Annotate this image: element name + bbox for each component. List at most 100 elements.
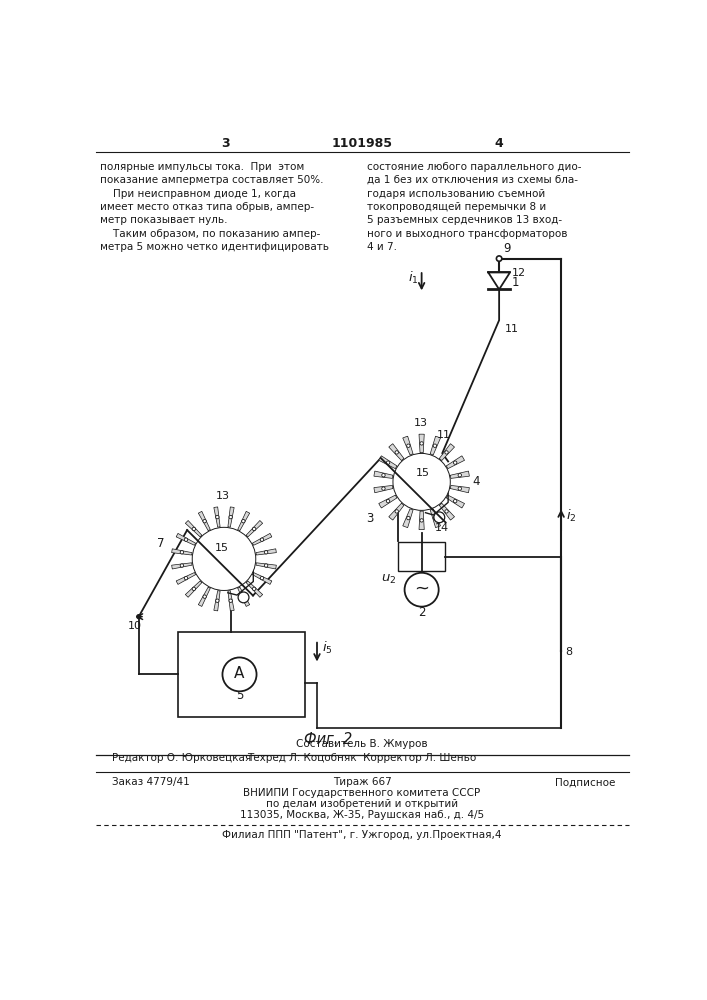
Polygon shape — [185, 521, 202, 537]
Polygon shape — [252, 533, 271, 545]
Polygon shape — [199, 587, 210, 606]
Polygon shape — [238, 587, 250, 606]
Text: Техред Л. Коцобняк  Корректор Л. Шеньо: Техред Л. Коцобняк Корректор Л. Шеньо — [247, 753, 477, 763]
Circle shape — [420, 442, 423, 445]
Text: Филиал ППП "Патент", г. Ужгород, ул.Проектная,4: Филиал ППП "Патент", г. Ужгород, ул.Прое… — [222, 830, 502, 840]
Text: Заказ 4779/41: Заказ 4779/41 — [112, 777, 189, 787]
Circle shape — [252, 527, 256, 531]
Text: Подписное: Подписное — [555, 777, 615, 787]
Circle shape — [238, 592, 249, 603]
Polygon shape — [450, 485, 469, 493]
Text: да 1 без их отключения из схемы бла-: да 1 без их отключения из схемы бла- — [368, 175, 578, 185]
Text: полярные импульсы тока.  При  этом: полярные импульсы тока. При этом — [100, 162, 304, 172]
Circle shape — [434, 512, 445, 523]
Circle shape — [242, 519, 245, 523]
Circle shape — [458, 474, 462, 477]
Polygon shape — [252, 573, 271, 584]
Circle shape — [382, 487, 385, 490]
Polygon shape — [489, 272, 510, 289]
Text: Тираж 667: Тираж 667 — [332, 777, 392, 787]
Circle shape — [192, 527, 196, 531]
Circle shape — [496, 256, 502, 261]
Circle shape — [229, 599, 233, 602]
Circle shape — [393, 453, 450, 510]
Polygon shape — [419, 511, 424, 530]
Polygon shape — [374, 471, 393, 478]
Circle shape — [433, 444, 437, 447]
Circle shape — [203, 595, 206, 598]
Text: 1: 1 — [512, 276, 519, 289]
Bar — [398, 542, 445, 571]
Circle shape — [229, 515, 233, 519]
Text: состояние любого параллельного дио-: состояние любого параллельного дио- — [368, 162, 582, 172]
Circle shape — [192, 587, 196, 591]
Circle shape — [445, 510, 448, 513]
Polygon shape — [185, 581, 202, 597]
Text: $i_2$: $i_2$ — [566, 508, 576, 524]
Text: 3: 3 — [221, 137, 230, 150]
Text: $i_5$: $i_5$ — [322, 640, 332, 656]
Text: показание амперметра составляет 50%.: показание амперметра составляет 50%. — [100, 175, 324, 185]
Circle shape — [192, 527, 256, 590]
Circle shape — [260, 576, 264, 580]
Polygon shape — [403, 436, 413, 455]
Text: ного и выходного трансформаторов: ного и выходного трансформаторов — [368, 229, 568, 239]
Polygon shape — [176, 533, 196, 545]
Text: 4: 4 — [495, 137, 503, 150]
Polygon shape — [389, 503, 404, 520]
Polygon shape — [403, 509, 413, 528]
Polygon shape — [446, 495, 464, 508]
Text: 11: 11 — [506, 324, 520, 334]
Text: 11: 11 — [436, 430, 450, 440]
Polygon shape — [439, 503, 455, 520]
Text: $u_2$: $u_2$ — [381, 573, 397, 586]
Text: 3: 3 — [366, 512, 373, 525]
Text: 4 и 7.: 4 и 7. — [368, 242, 397, 252]
Polygon shape — [246, 581, 262, 597]
Polygon shape — [450, 471, 469, 478]
Polygon shape — [430, 509, 440, 528]
Text: 8: 8 — [565, 647, 572, 657]
Circle shape — [386, 499, 390, 503]
Polygon shape — [214, 507, 220, 527]
Text: 13: 13 — [414, 418, 428, 428]
Text: 9: 9 — [503, 242, 510, 255]
Circle shape — [433, 516, 437, 520]
Circle shape — [185, 576, 188, 580]
Text: по делам изобретений и открытий: по делам изобретений и открытий — [266, 799, 458, 809]
Circle shape — [458, 487, 462, 490]
Text: Редактор О. Юрковецкая: Редактор О. Юрковецкая — [112, 753, 251, 763]
Text: Фиг. 2: Фиг. 2 — [305, 732, 353, 747]
Text: метр показывает нуль.: метр показывает нуль. — [100, 215, 228, 225]
Circle shape — [420, 519, 423, 522]
Circle shape — [445, 451, 448, 454]
Text: Таким образом, по показанию ампер-: Таким образом, по показанию ампер- — [100, 229, 320, 239]
Polygon shape — [379, 495, 397, 508]
Circle shape — [407, 444, 410, 447]
Circle shape — [395, 451, 399, 454]
Polygon shape — [439, 444, 455, 461]
Text: 15: 15 — [215, 543, 228, 553]
Circle shape — [407, 516, 410, 520]
Polygon shape — [446, 456, 464, 469]
Polygon shape — [228, 507, 234, 527]
Polygon shape — [419, 434, 424, 453]
Circle shape — [180, 551, 184, 554]
Circle shape — [180, 564, 184, 567]
Text: токопроводящей перемычки 8 и: токопроводящей перемычки 8 и — [368, 202, 547, 212]
Text: 7: 7 — [158, 537, 165, 550]
Circle shape — [260, 538, 264, 541]
Text: ВНИИПИ Государственного комитета СССР: ВНИИПИ Государственного комитета СССР — [243, 788, 481, 798]
Polygon shape — [172, 563, 192, 569]
Text: При неисправном диоде 1, когда: При неисправном диоде 1, когда — [100, 189, 296, 199]
Polygon shape — [214, 591, 220, 611]
Text: $i_1$: $i_1$ — [408, 270, 419, 286]
Circle shape — [264, 564, 268, 567]
Circle shape — [453, 461, 457, 464]
Text: A: A — [234, 666, 245, 681]
Circle shape — [382, 474, 385, 477]
Text: 2: 2 — [418, 606, 426, 619]
Polygon shape — [256, 549, 276, 555]
Polygon shape — [389, 444, 404, 461]
Polygon shape — [430, 436, 440, 455]
